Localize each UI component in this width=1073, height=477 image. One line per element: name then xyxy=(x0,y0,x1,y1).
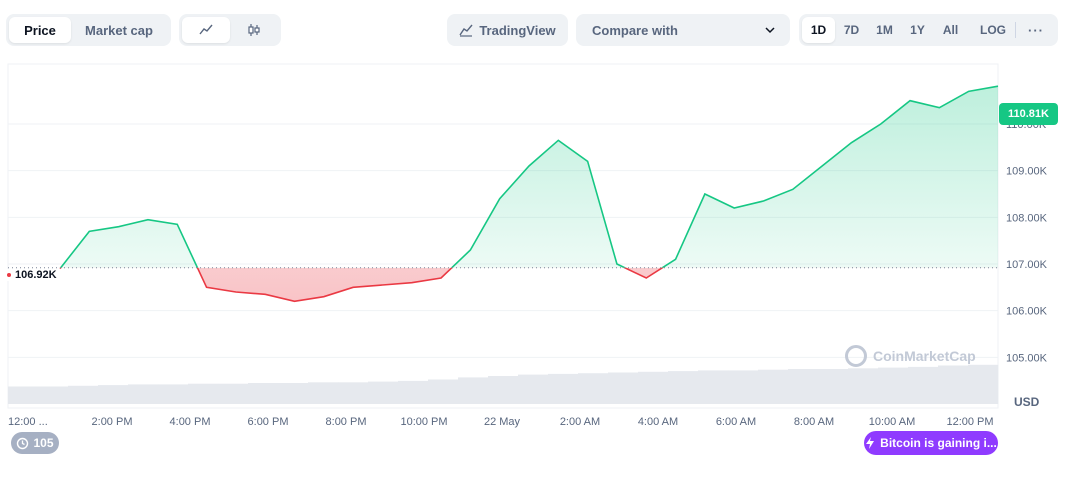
line-chart-icon xyxy=(199,24,213,35)
volume-bar xyxy=(218,383,249,404)
compare-with-dropdown[interactable]: Compare with xyxy=(576,14,790,46)
volume-bar xyxy=(788,369,819,404)
volume-bar xyxy=(248,383,279,404)
current-price-badge: 110.81K xyxy=(999,103,1058,125)
volume-bar xyxy=(8,386,39,404)
history-icon xyxy=(17,437,29,449)
compare-label: Compare with xyxy=(592,22,678,38)
volume-bar xyxy=(368,381,399,404)
tab-market-cap[interactable]: Market cap xyxy=(85,22,153,38)
volume-bar xyxy=(698,370,729,404)
up-area xyxy=(60,86,998,268)
volume-bar xyxy=(728,370,759,404)
news-alert-chip[interactable]: Bitcoin is gaining i... xyxy=(864,431,998,455)
x-tick-label: 4:00 AM xyxy=(638,416,678,428)
tradingview-button[interactable]: TradingView xyxy=(447,14,568,46)
coinmarketcap-logo-icon xyxy=(845,345,867,367)
y-tick-label: 105.00K xyxy=(1006,352,1048,364)
trend-line-icon xyxy=(459,24,473,37)
range-1y[interactable]: 1Y xyxy=(910,23,925,37)
volume-bars xyxy=(8,364,999,404)
chevron-down-icon xyxy=(765,27,775,34)
x-tick-label: 10:00 PM xyxy=(400,416,447,428)
log-scale-button[interactable]: LOG xyxy=(980,23,1006,37)
volume-bar xyxy=(98,385,129,404)
volume-bar xyxy=(458,377,489,404)
x-tick-label: 10:00 AM xyxy=(869,416,915,428)
x-tick-label: 6:00 PM xyxy=(248,416,289,428)
tab-price[interactable]: Price xyxy=(9,17,71,43)
x-tick-label: 4:00 PM xyxy=(170,416,211,428)
volume-bar xyxy=(548,373,579,404)
price-marketcap-toggle: Price Market cap xyxy=(6,14,171,46)
candlestick-button[interactable] xyxy=(230,17,278,43)
volume-bar xyxy=(338,382,369,404)
volume-bar xyxy=(128,384,159,404)
reference-dot xyxy=(7,273,11,277)
volume-bar xyxy=(878,367,909,404)
candlestick-icon xyxy=(248,24,260,36)
x-tick-label: 8:00 PM xyxy=(326,416,367,428)
range-1m[interactable]: 1M xyxy=(876,23,893,37)
volume-bar xyxy=(578,373,609,404)
x-tick-label: 12:00 PM xyxy=(946,416,993,428)
range-7d[interactable]: 7D xyxy=(843,23,860,37)
price-chart[interactable]: 105.00K106.00K107.00K108.00K109.00K110.0… xyxy=(0,60,1073,477)
volume-bar xyxy=(398,380,429,404)
volume-bar xyxy=(608,372,639,404)
volume-bar xyxy=(818,369,849,404)
down-area xyxy=(60,267,663,302)
volume-bar xyxy=(488,376,519,404)
volume-bar xyxy=(938,365,969,404)
range-1d[interactable]: 1D xyxy=(802,17,835,43)
y-tick-label: 107.00K xyxy=(1006,259,1048,271)
volume-bar xyxy=(908,366,939,404)
y-tick-label: 106.00K xyxy=(1006,306,1048,318)
x-tick-label: 22 May xyxy=(484,416,521,428)
x-tick-label: 2:00 AM xyxy=(560,416,600,428)
volume-bar xyxy=(968,364,999,404)
volume-bar xyxy=(518,374,549,404)
volume-bar xyxy=(758,369,789,404)
grid-lines xyxy=(7,63,999,409)
range-all[interactable]: All xyxy=(942,23,959,37)
volume-bar xyxy=(188,383,219,404)
price-line-down xyxy=(59,267,664,303)
coinmarketcap-watermark: CoinMarketCap xyxy=(845,345,976,367)
price-line-up xyxy=(59,85,999,268)
volume-bar xyxy=(668,371,699,404)
volume-bar xyxy=(38,386,69,404)
tradingview-label: TradingView xyxy=(479,22,556,38)
volume-bar xyxy=(428,379,459,404)
volume-bar xyxy=(308,382,339,404)
x-tick-label: 2:00 PM xyxy=(92,416,133,428)
price-area xyxy=(60,86,998,302)
x-tick-label: 8:00 AM xyxy=(794,416,834,428)
toolbar-divider xyxy=(1015,22,1016,38)
y-axis-labels: 105.00K106.00K107.00K108.00K109.00K110.0… xyxy=(1006,119,1048,364)
volume-bar xyxy=(638,371,669,404)
x-tick-label: 6:00 AM xyxy=(716,416,756,428)
volume-bar xyxy=(848,368,879,404)
volume-bar xyxy=(158,384,189,404)
watermark-text: CoinMarketCap xyxy=(873,348,976,364)
y-tick-label: 109.00K xyxy=(1006,166,1048,178)
more-options-button[interactable]: ··· xyxy=(1028,22,1044,38)
events-count: 105 xyxy=(33,436,54,450)
x-tick-label: 12:00 ... xyxy=(8,416,48,428)
currency-label: USD xyxy=(1014,395,1040,409)
reference-price-value: 106.92K xyxy=(15,269,57,281)
volume-bar xyxy=(278,383,309,404)
events-history-button[interactable]: 105 xyxy=(11,432,59,454)
price-line xyxy=(8,85,999,303)
time-range-toggle: 1D 7D 1M 1Y All LOG ··· xyxy=(799,14,1058,46)
chart-style-toggle xyxy=(179,14,281,46)
news-alert-text: Bitcoin is gaining i... xyxy=(880,436,997,450)
volume-bar xyxy=(68,385,99,404)
lightning-icon xyxy=(866,437,875,449)
x-axis-labels: 12:00 ... 2:00 PM 4:00 PM 6:00 PM 8:00 PM 10:… xyxy=(8,416,994,428)
line-chart-button[interactable] xyxy=(182,17,230,43)
y-tick-label: 108.00K xyxy=(1006,212,1048,224)
reference-price-label: 106.92K xyxy=(6,269,60,281)
